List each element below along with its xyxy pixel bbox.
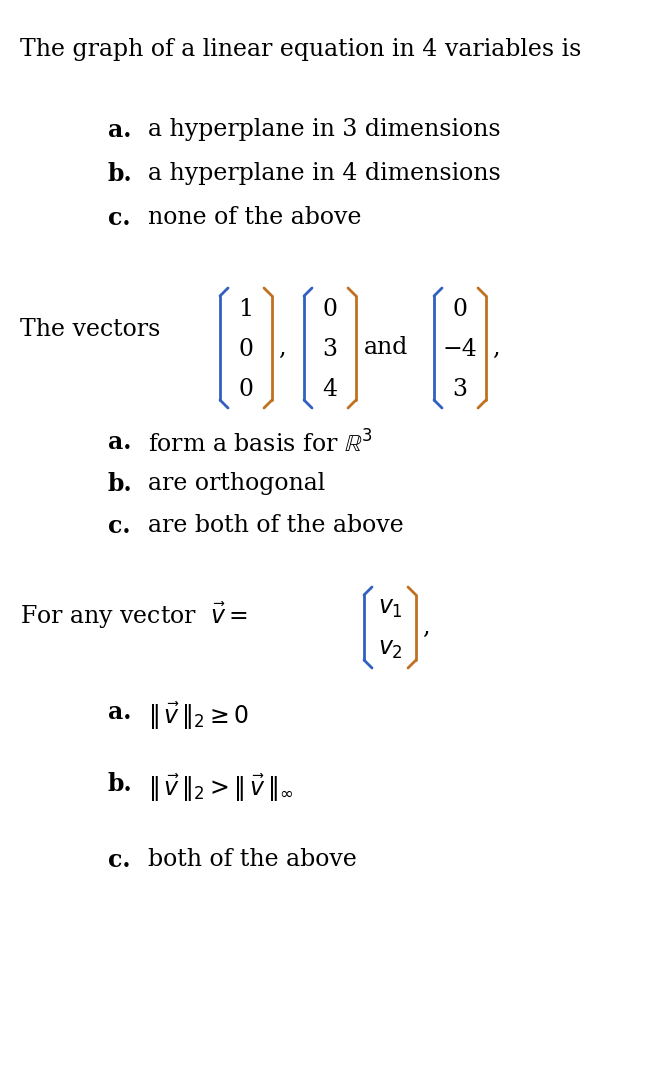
- Text: b.: b.: [108, 162, 133, 186]
- Text: For any vector  $\vec{v}=$: For any vector $\vec{v}=$: [20, 600, 248, 631]
- Text: b.: b.: [108, 472, 133, 496]
- Text: and: and: [364, 336, 408, 360]
- Text: 4: 4: [323, 378, 337, 400]
- Text: ,: ,: [422, 616, 430, 639]
- Text: The vectors: The vectors: [20, 318, 160, 341]
- Text: 1: 1: [238, 298, 254, 321]
- Text: 3: 3: [452, 378, 468, 400]
- Text: a.: a.: [108, 117, 132, 142]
- Text: both of the above: both of the above: [148, 848, 357, 871]
- Text: $v_2$: $v_2$: [377, 638, 402, 661]
- Text: a.: a.: [108, 700, 132, 724]
- Text: $\|\,\vec{v}\,\|_2 \geq 0$: $\|\,\vec{v}\,\|_2 \geq 0$: [148, 700, 249, 732]
- Text: 0: 0: [452, 298, 468, 321]
- Text: are orthogonal: are orthogonal: [148, 472, 325, 494]
- Text: are both of the above: are both of the above: [148, 514, 403, 537]
- Text: c.: c.: [108, 848, 130, 871]
- Text: 3: 3: [323, 337, 337, 361]
- Text: 0: 0: [238, 337, 253, 361]
- Text: form a basis for $\mathbb{R}^3$: form a basis for $\mathbb{R}^3$: [148, 430, 373, 457]
- Text: a hyperplane in 4 dimensions: a hyperplane in 4 dimensions: [148, 162, 501, 185]
- Text: $v_1$: $v_1$: [377, 597, 402, 621]
- Text: ,: ,: [492, 336, 500, 360]
- Text: 0: 0: [238, 378, 253, 400]
- Text: $\|\,\vec{v}\,\|_2 > \|\,\vec{v}\,\|_\infty$: $\|\,\vec{v}\,\|_2 > \|\,\vec{v}\,\|_\in…: [148, 772, 293, 804]
- Text: 0: 0: [323, 298, 337, 321]
- Text: c.: c.: [108, 206, 130, 230]
- Text: −4: −4: [443, 337, 478, 361]
- Text: ,: ,: [278, 336, 286, 360]
- Text: a hyperplane in 3 dimensions: a hyperplane in 3 dimensions: [148, 117, 500, 141]
- Text: c.: c.: [108, 514, 130, 538]
- Text: none of the above: none of the above: [148, 206, 361, 229]
- Text: The graph of a linear equation in 4 variables is: The graph of a linear equation in 4 vari…: [20, 38, 581, 61]
- Text: a.: a.: [108, 430, 132, 454]
- Text: b.: b.: [108, 772, 133, 796]
